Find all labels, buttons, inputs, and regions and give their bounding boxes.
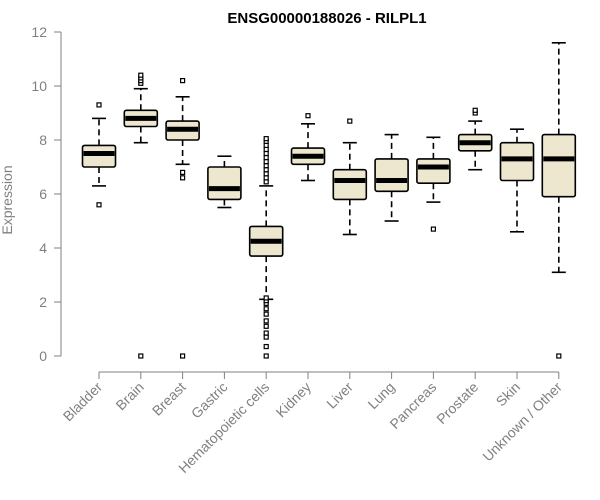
box-group-breast <box>165 77 200 359</box>
outlier-point <box>263 150 269 157</box>
outlier-point <box>347 118 353 124</box>
outlier-point <box>263 167 269 173</box>
boxes-group <box>81 41 577 359</box>
y-tick-label: 12 <box>31 24 47 40</box>
outlier-point <box>263 318 269 324</box>
x-tick-label: Prostate <box>433 379 481 427</box>
x-tick-label: Skin <box>493 379 524 410</box>
y-tick-label: 4 <box>39 240 47 256</box>
box <box>499 141 535 182</box>
box-group-gastric <box>207 155 242 209</box>
box-group-pancreas <box>416 136 451 232</box>
outlier-point <box>472 107 478 113</box>
outlier-point <box>138 353 144 359</box>
outlier-point <box>263 159 269 165</box>
outlier-point <box>263 353 269 359</box>
box-group-skin <box>499 128 535 233</box>
outlier-point <box>96 102 102 108</box>
box-group-lung <box>374 133 409 222</box>
outlier-point <box>263 295 269 301</box>
y-axis: 0 2 4 6 8 10 12 <box>31 24 62 364</box>
y-tick-label: 2 <box>39 294 47 310</box>
outlier-point <box>263 136 269 142</box>
chart-title: ENSG00000188026 - RILPL1 <box>227 10 426 27</box>
outlier-point <box>263 306 269 312</box>
x-tick-label: Lung <box>364 379 397 412</box>
outlier-point <box>556 353 562 359</box>
outlier-point <box>263 175 269 181</box>
x-tick-label: Kidney <box>273 379 315 421</box>
x-tick-label: Bladder <box>60 379 106 425</box>
outlier-point <box>263 163 269 169</box>
outlier-point <box>263 323 269 329</box>
outlier-point <box>180 175 186 181</box>
y-tick-label: 10 <box>31 78 47 94</box>
box <box>416 158 451 184</box>
outlier-point <box>138 72 144 78</box>
outlier-point <box>263 330 269 336</box>
box-group-liver <box>332 118 368 236</box>
outlier-point <box>263 343 269 350</box>
box-group-kidney <box>290 113 326 182</box>
outlier-point <box>305 113 311 119</box>
outlier-point <box>263 334 269 340</box>
outlier-point <box>263 311 269 317</box>
box-group-unknown-other <box>541 41 577 359</box>
outlier-point <box>430 226 436 232</box>
outlier-point <box>263 179 269 185</box>
x-tick-label: Brain <box>112 379 146 413</box>
y-tick-label: 0 <box>39 348 47 364</box>
outlier-point <box>180 169 186 175</box>
x-tick-label: Liver <box>323 379 356 412</box>
box <box>541 133 577 198</box>
outlier-point <box>263 146 269 153</box>
box-group-hematopoietic-cells <box>248 136 284 359</box>
outlier-point <box>263 142 269 148</box>
outlier-point <box>263 171 269 177</box>
box-group-prostate <box>457 107 493 171</box>
outlier-point <box>263 154 269 161</box>
y-tick-label: 8 <box>39 132 47 148</box>
box <box>332 168 368 201</box>
box <box>374 158 409 193</box>
y-tick-label: 6 <box>39 186 47 202</box>
x-tick-label: Breast <box>149 379 189 419</box>
outlier-point <box>180 77 186 84</box>
box-group-bladder <box>81 102 117 208</box>
box-group-brain <box>123 72 159 359</box>
y-axis-label: Expression <box>0 165 15 234</box>
box <box>81 144 117 168</box>
box <box>207 166 242 201</box>
x-tick-label: Unknown / Other <box>479 379 565 465</box>
outlier-point <box>180 353 186 359</box>
outlier-point <box>96 202 102 208</box>
